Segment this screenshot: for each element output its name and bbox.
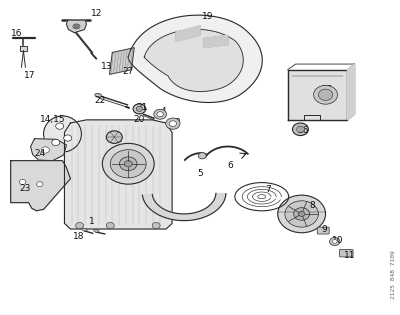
Circle shape [152, 222, 160, 229]
Text: 2125 848 7109: 2125 848 7109 [391, 250, 396, 299]
Polygon shape [348, 64, 355, 120]
Circle shape [166, 118, 180, 129]
Text: 1: 1 [89, 217, 94, 226]
Text: 2: 2 [117, 135, 122, 144]
Text: 18: 18 [73, 232, 84, 241]
Text: 23: 23 [19, 184, 30, 193]
Circle shape [110, 150, 146, 178]
Circle shape [76, 222, 84, 229]
Circle shape [106, 222, 114, 229]
Ellipse shape [82, 228, 87, 231]
Polygon shape [176, 26, 200, 42]
Text: 3: 3 [174, 118, 180, 127]
Polygon shape [204, 35, 228, 48]
Polygon shape [144, 29, 243, 92]
FancyBboxPatch shape [317, 227, 329, 234]
Circle shape [52, 139, 60, 146]
Circle shape [278, 195, 326, 233]
Circle shape [298, 211, 305, 216]
Text: 12: 12 [91, 9, 102, 18]
Text: 24: 24 [34, 149, 45, 158]
Text: 27: 27 [122, 67, 134, 76]
Text: 22: 22 [94, 96, 105, 105]
Text: 17: 17 [24, 72, 35, 80]
Text: 16: 16 [11, 29, 22, 38]
Ellipse shape [95, 93, 102, 97]
Polygon shape [20, 46, 27, 51]
Circle shape [20, 180, 26, 185]
Circle shape [318, 89, 333, 100]
Circle shape [136, 106, 142, 112]
Circle shape [198, 153, 206, 159]
Text: 7: 7 [266, 185, 272, 194]
Circle shape [41, 147, 49, 153]
Circle shape [157, 112, 163, 117]
Text: 8: 8 [310, 201, 315, 210]
Circle shape [296, 126, 304, 132]
Circle shape [102, 143, 154, 184]
Text: 6: 6 [227, 161, 233, 170]
Ellipse shape [73, 24, 80, 29]
Polygon shape [11, 161, 70, 211]
Circle shape [292, 123, 308, 135]
Circle shape [330, 238, 340, 246]
Circle shape [106, 131, 122, 143]
Ellipse shape [94, 230, 99, 232]
Circle shape [133, 104, 146, 114]
Text: 14,15: 14,15 [40, 115, 65, 124]
FancyBboxPatch shape [340, 249, 353, 257]
Circle shape [294, 208, 310, 220]
Circle shape [332, 240, 337, 243]
Text: 4: 4 [160, 106, 166, 116]
Circle shape [74, 25, 78, 28]
Circle shape [124, 161, 132, 167]
Circle shape [169, 121, 176, 126]
Text: 10: 10 [332, 236, 343, 245]
Circle shape [285, 201, 318, 227]
Ellipse shape [44, 116, 82, 152]
Circle shape [36, 182, 43, 187]
Text: 20: 20 [134, 115, 145, 124]
Circle shape [56, 123, 64, 129]
Text: 11: 11 [344, 251, 356, 260]
Polygon shape [30, 139, 66, 161]
Text: 26: 26 [297, 126, 308, 135]
Circle shape [314, 85, 338, 104]
Polygon shape [142, 193, 226, 220]
Polygon shape [128, 15, 262, 102]
Text: 9: 9 [322, 225, 327, 233]
Polygon shape [66, 20, 86, 33]
Circle shape [120, 157, 137, 171]
Polygon shape [110, 48, 134, 74]
Polygon shape [288, 70, 348, 120]
Text: 21: 21 [136, 103, 148, 112]
Text: 5: 5 [197, 169, 203, 178]
Polygon shape [64, 120, 172, 229]
Text: 25: 25 [321, 85, 332, 94]
Text: 19: 19 [202, 12, 214, 21]
Circle shape [154, 109, 166, 119]
Circle shape [64, 135, 72, 141]
Text: 13: 13 [100, 62, 112, 71]
